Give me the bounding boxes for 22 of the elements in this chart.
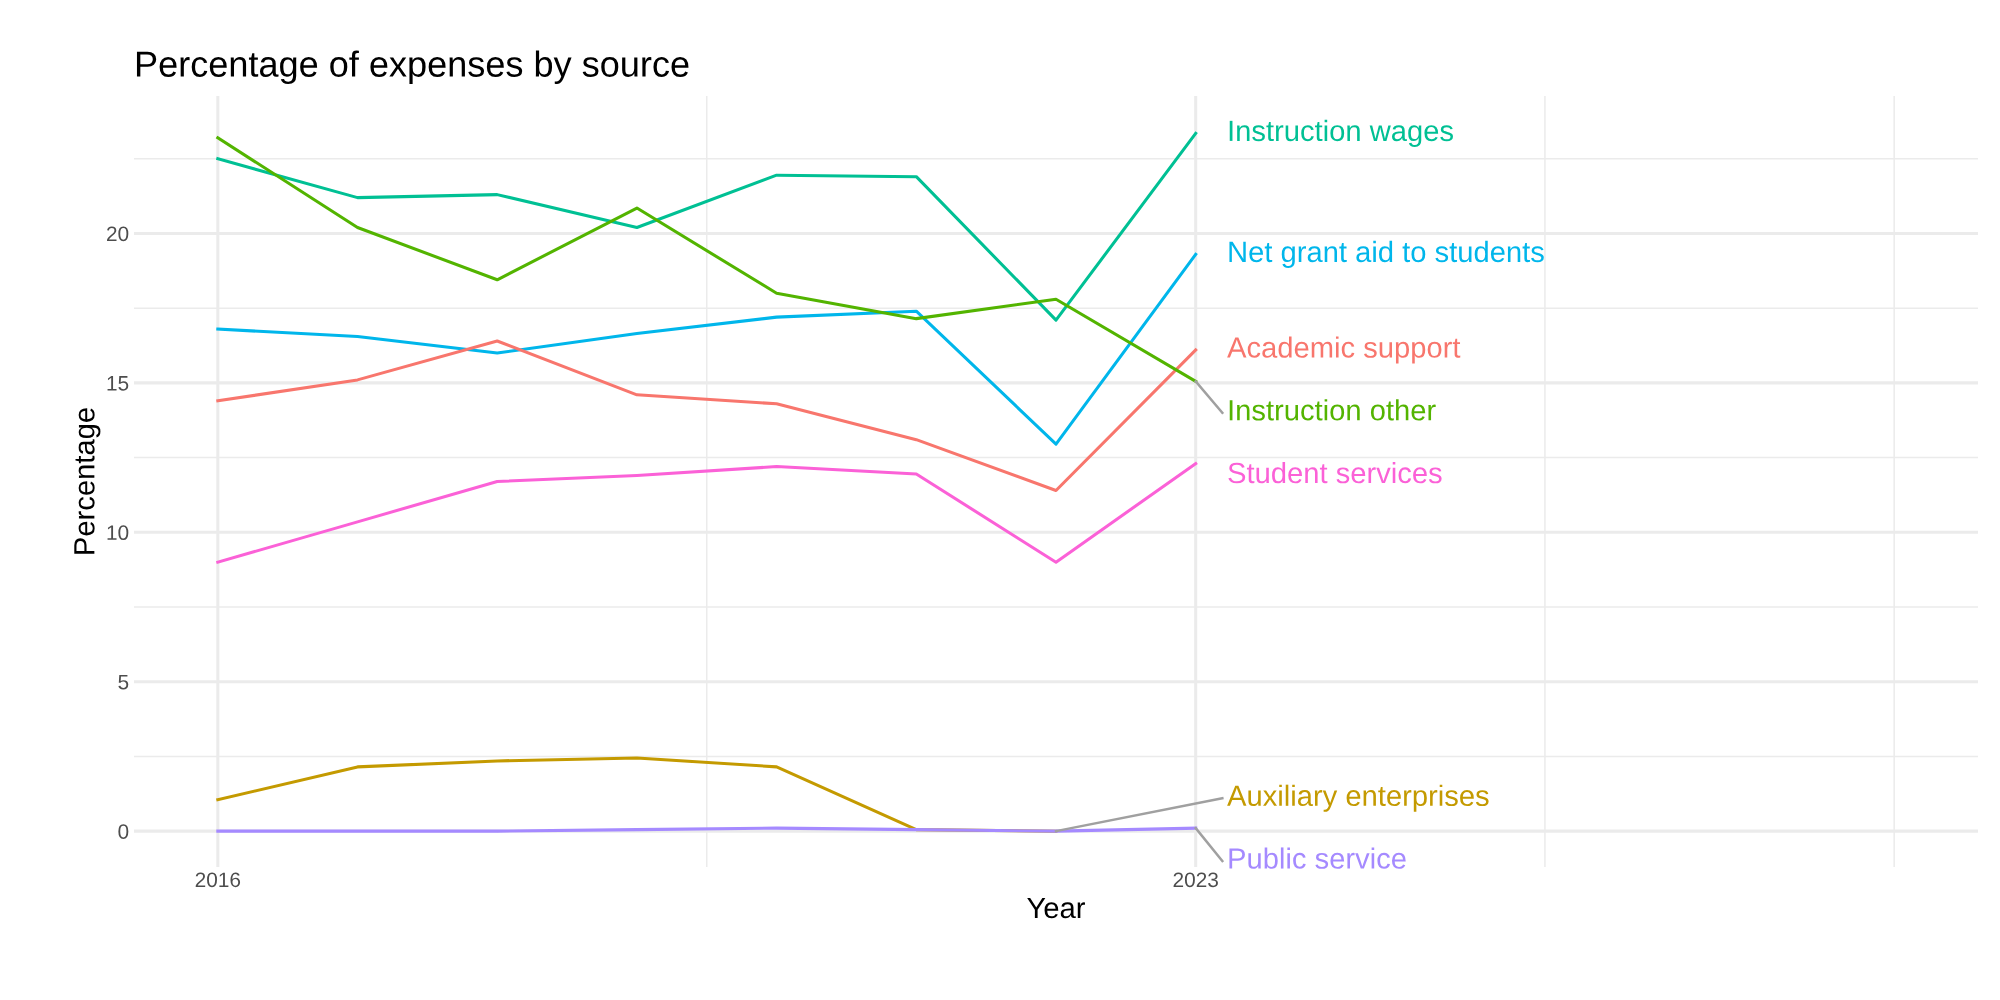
series-label: Public service [1229,847,1406,869]
series-label: Student services [1228,461,1442,484]
y-tick-label: 0 [118,824,129,839]
chart-title: Percentage of expenses by source [136,50,689,85]
y-tick-label: 10 [107,525,129,541]
y-tick-label: 5 [118,674,129,690]
text: Auxiliary enterprises [1227,784,1489,812]
x-axis-title: Year [1027,897,1085,919]
y-tick-label: 15 [107,376,129,391]
line-series [216,339,1198,492]
series-label: Net grant aid to students [1229,240,1544,268]
line-series [216,131,1198,322]
series-label: Instruction wages [1229,119,1453,147]
series-label: Academic support [1227,336,1461,364]
line-series [216,252,1198,446]
line-series [216,462,1198,564]
y-axis-title: Percentage [74,408,101,554]
x-tick-label: 2016 [195,872,241,888]
x-tick-label: 2023 [1173,872,1218,888]
series-label: Instruction other [1229,399,1436,421]
y-tick-label: 20 [107,226,129,242]
line-series [216,136,1198,383]
